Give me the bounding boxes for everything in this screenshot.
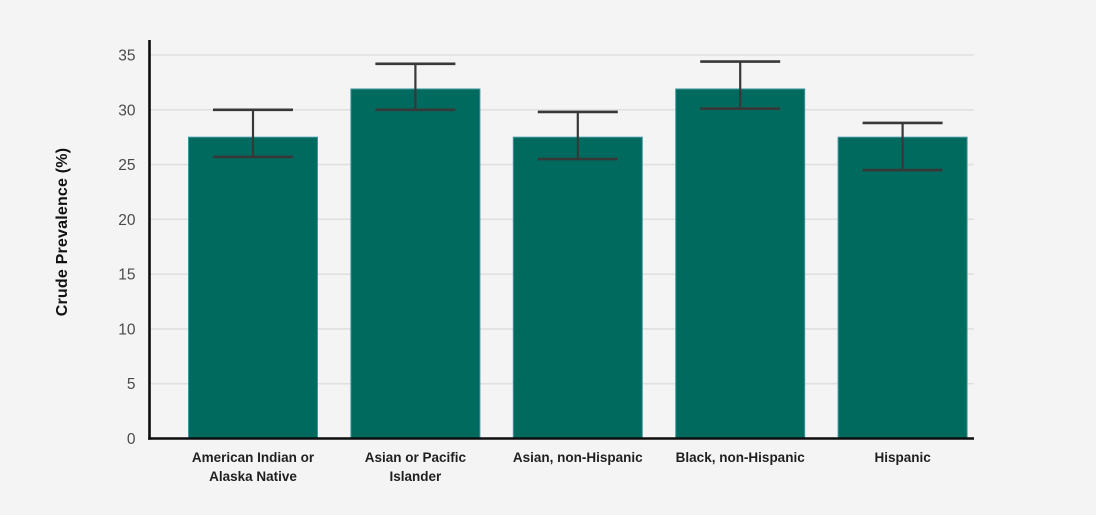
- bar-asian-or-pacific-islander[interactable]: [350, 88, 481, 440]
- y-tick-label-20: 20: [118, 212, 136, 229]
- x-category-label-american-indian-or-alaska-native: American Indian or Alaska Native: [192, 450, 315, 484]
- bar-black-non-hispanic[interactable]: [675, 88, 806, 440]
- bar-hispanic[interactable]: [837, 136, 968, 440]
- bar-american-indian-or-alaska-native[interactable]: [188, 136, 318, 440]
- y-tick-label-15: 15: [118, 267, 135, 284]
- x-category-label-asian-non-hispanic: Asian, non-Hispanic: [513, 450, 643, 465]
- x-category-label-hispanic: Hispanic: [874, 450, 931, 465]
- y-tick-label-10: 10: [118, 321, 136, 338]
- y-tick-label-35: 35: [118, 48, 135, 65]
- y-tick-label-0: 0: [127, 431, 136, 448]
- x-category-label-asian-or-pacific-islander: Asian or Pacific Islander: [365, 450, 467, 484]
- y-tick-label-5: 5: [127, 376, 136, 393]
- bar-asian-non-hispanic[interactable]: [512, 136, 643, 440]
- x-category-label-black-non-hispanic: Black, non-Hispanic: [676, 450, 806, 465]
- y-tick-label-25: 25: [118, 157, 135, 174]
- y-axis-title: Crude Prevalence (%): [54, 147, 71, 317]
- y-tick-label-30: 30: [118, 102, 136, 119]
